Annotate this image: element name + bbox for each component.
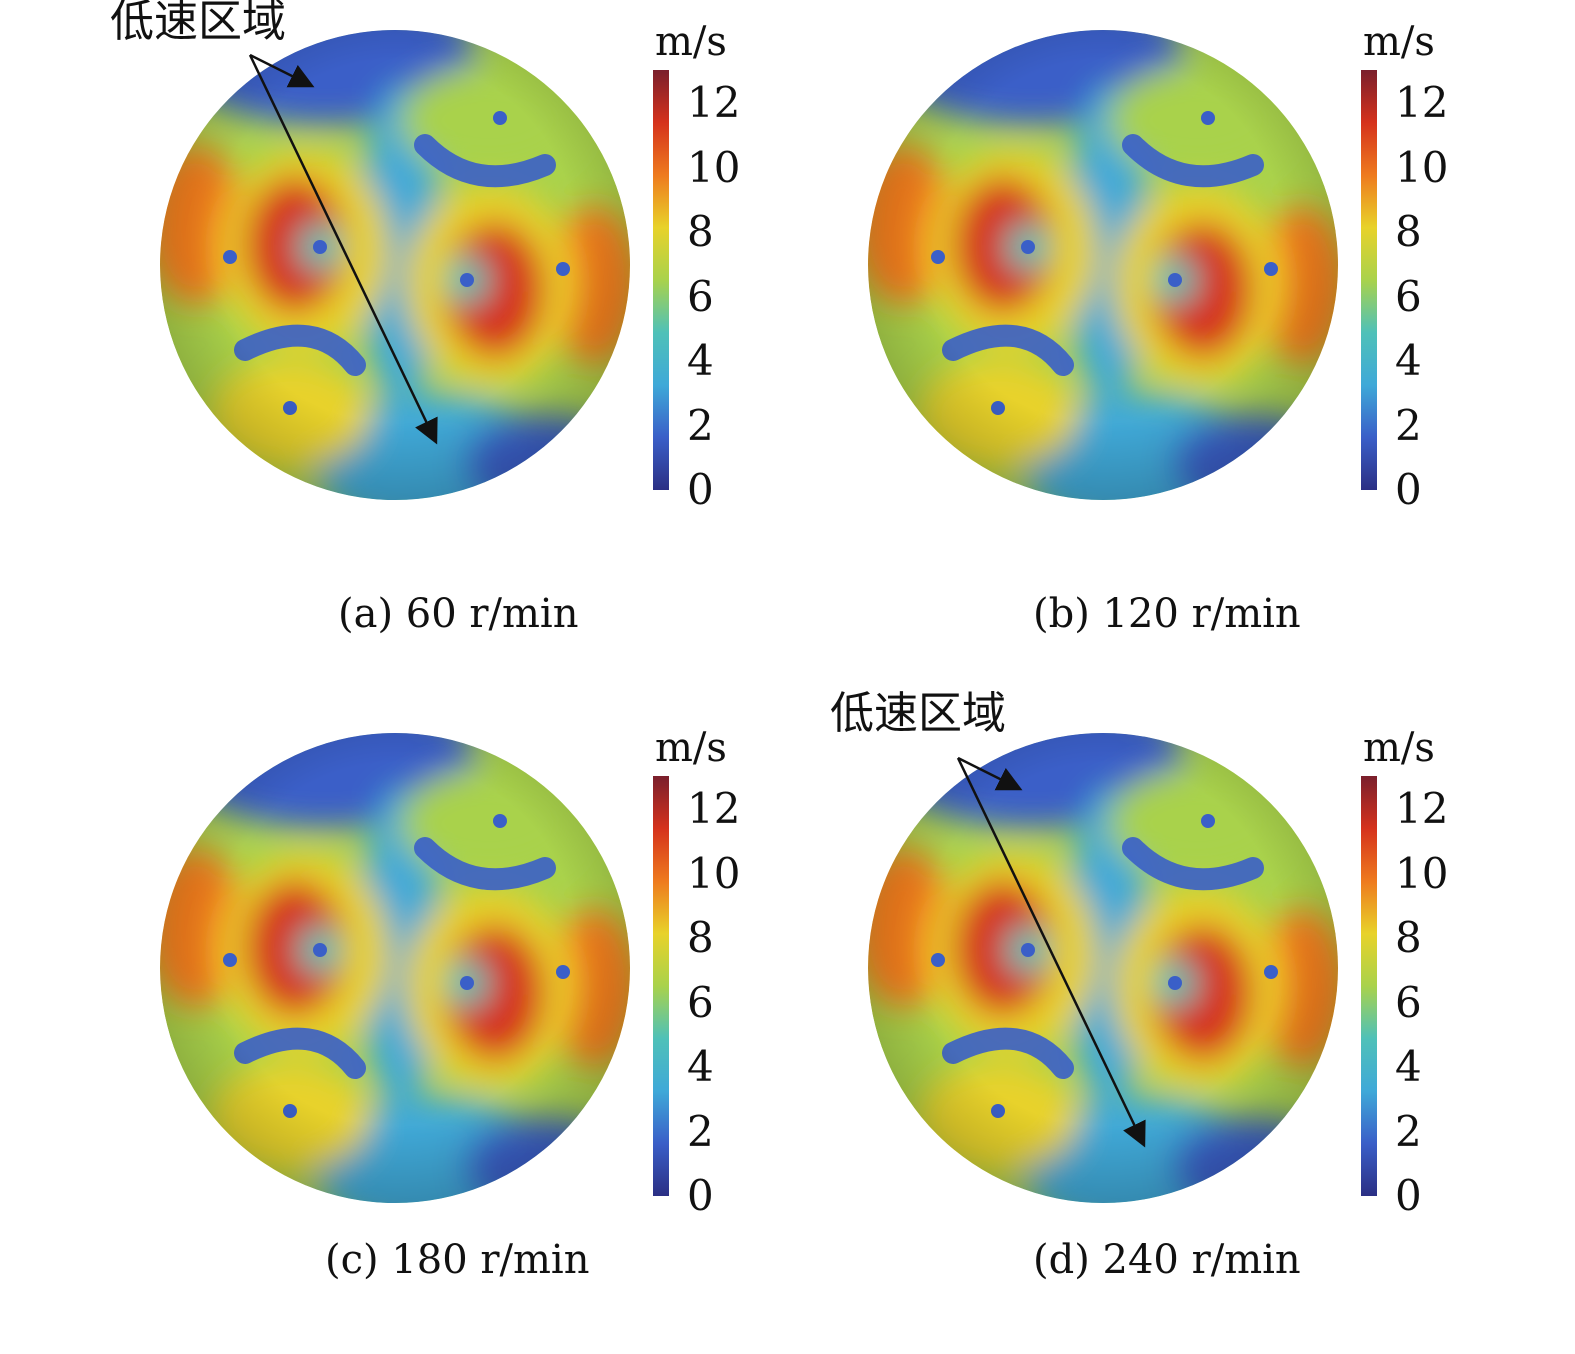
colorbar-tick-label: 4 — [1395, 1042, 1422, 1091]
colorbar-tick-label: 12 — [687, 78, 741, 127]
colorbar-tick-label: 8 — [1395, 207, 1422, 256]
colorbar — [1361, 776, 1377, 1196]
contour-panel: m/s 12 10 8 6 4 2 0 (b) 120 r/min — [708, 0, 1495, 648]
panel-caption: (d) 240 r/min — [1033, 1237, 1301, 1283]
colorbar-tick-label: 10 — [1395, 142, 1449, 192]
colorbar-tick-label: 6 — [687, 271, 714, 321]
annotation-arrow — [957, 756, 1023, 791]
colorbar-tick-label: 10 — [1395, 848, 1449, 898]
colorbar-tick-label: 6 — [687, 977, 714, 1027]
colorbar-tick-label: 12 — [1395, 784, 1449, 833]
colorbar-tick-label: 2 — [687, 1106, 714, 1156]
contour-panel: m/s 12 10 8 6 4 2 0 (a) 60 r/min 低速区域 — [0, 0, 787, 648]
low-speed-region-label: 低速区域 — [830, 688, 1006, 739]
panel-caption: (b) 120 r/min — [1033, 591, 1301, 637]
colorbar-unit-label: m/s — [655, 725, 727, 771]
panel-caption: (a) 60 r/min — [338, 591, 579, 637]
velocity-contour-plot — [160, 30, 630, 500]
colorbar-tick-label: 12 — [1395, 78, 1449, 127]
colorbar-unit-label: m/s — [1363, 19, 1435, 65]
colorbar-tick-label: 4 — [1395, 336, 1422, 385]
panel-caption: (c) 180 r/min — [325, 1237, 590, 1283]
colorbar-tick-label: 10 — [687, 142, 741, 192]
colorbar-tick-label: 8 — [1395, 913, 1422, 962]
annotation-arrow — [956, 757, 1146, 1148]
colorbar-tick-label: 4 — [687, 336, 714, 385]
colorbar-tick-label: 2 — [1395, 400, 1422, 450]
colorbar-tick-label: 4 — [687, 1042, 714, 1091]
colorbar-tick-label: 10 — [687, 848, 741, 898]
colorbar-tick-label: 0 — [1395, 1171, 1422, 1220]
colorbar-tick-label: 2 — [1395, 1106, 1422, 1156]
colorbar-tick-label: 12 — [687, 784, 741, 833]
colorbar-tick-label: 2 — [687, 400, 714, 450]
velocity-contour-plot — [160, 733, 630, 1203]
contour-panel: m/s 12 10 8 6 4 2 0 (c) 180 r/min — [0, 706, 787, 1354]
colorbar — [1361, 70, 1377, 490]
annotation-arrow — [248, 54, 438, 445]
low-speed-region-label: 低速区域 — [110, 0, 286, 47]
colorbar — [653, 776, 669, 1196]
colorbar-unit-label: m/s — [655, 19, 727, 65]
contour-panel: m/s 12 10 8 6 4 2 0 (d) 240 r/min 低速区域 — [708, 692, 1495, 1354]
colorbar-tick-label: 6 — [1395, 271, 1422, 321]
colorbar-tick-label: 0 — [687, 1171, 714, 1220]
colorbar — [653, 70, 669, 490]
colorbar-tick-label: 0 — [1395, 465, 1422, 514]
colorbar-tick-label: 0 — [687, 465, 714, 514]
colorbar-tick-label: 8 — [687, 207, 714, 256]
velocity-contour-plot — [868, 733, 1338, 1203]
velocity-contour-plot — [868, 30, 1338, 500]
colorbar-tick-label: 8 — [687, 913, 714, 962]
colorbar-unit-label: m/s — [1363, 725, 1435, 771]
colorbar-tick-label: 6 — [1395, 977, 1422, 1027]
annotation-arrow — [249, 53, 315, 88]
